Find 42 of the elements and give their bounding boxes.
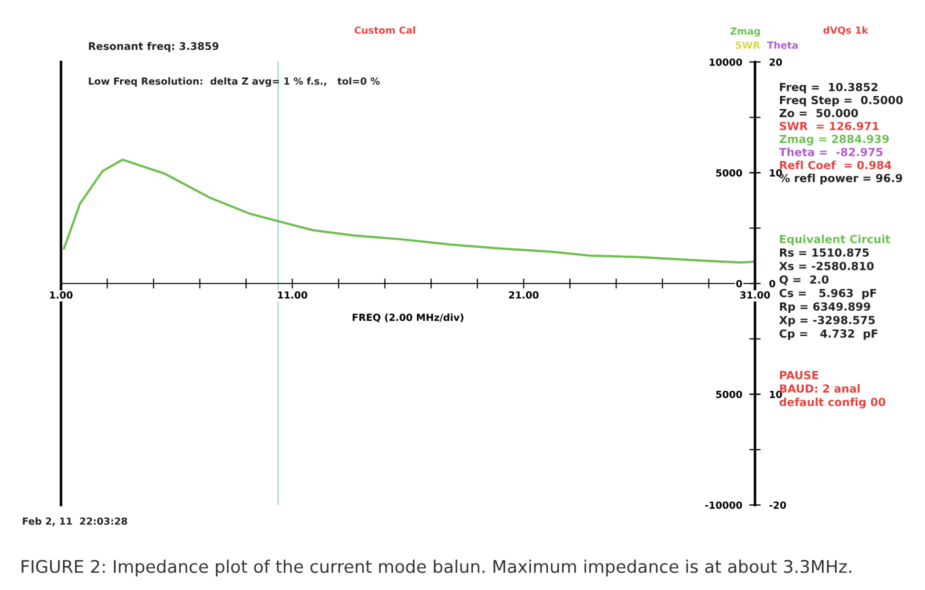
text: Resonant freq: 3.3859 bbox=[88, 42, 218, 52]
text: Freq = 10.3852 bbox=[780, 82, 878, 94]
annotation: Low Freq Resolution: delta Z avg= 1 % f.s., tol=0 % bbox=[88, 77, 380, 87]
text: Rp = 6349.899 bbox=[780, 302, 870, 313]
y2-tick-label: 10 bbox=[770, 390, 782, 398]
text: dVQs 1k bbox=[823, 26, 868, 36]
text: Xp = -3298.575 bbox=[779, 316, 875, 326]
y-tick-label: -10000 bbox=[705, 501, 742, 509]
caption: FIGURE 2: Impedance plot of the current mode balun. Maximum impedance is at about 3.3MHz. bbox=[22, 560, 852, 576]
text: Equivalent Circuit bbox=[780, 234, 890, 246]
x-tick-label: 11.00 bbox=[278, 291, 308, 299]
x-tick-label: 21.00 bbox=[509, 291, 539, 299]
x-axis-title: FREQ (2.00 MHz/div) bbox=[352, 314, 464, 322]
text: BAUD: 2 anal bbox=[780, 384, 860, 393]
y-tick-label: 5000 bbox=[716, 390, 742, 398]
text: Cs = 5.963 pF bbox=[780, 288, 876, 300]
line-series bbox=[62, 158, 755, 264]
text: Zmag bbox=[730, 28, 760, 37]
text: Freq Step = 0.5000 bbox=[780, 96, 903, 106]
text: Feb 2, 11 22:03:28 bbox=[22, 517, 128, 526]
y-tick-label: 5000 bbox=[716, 169, 742, 177]
text: Zmag = 2884.939 bbox=[780, 134, 889, 146]
y-tick-label: 10000 bbox=[710, 58, 742, 66]
text: Rs = 1510.875 bbox=[780, 248, 869, 257]
text: PAUSE bbox=[780, 370, 818, 380]
text: Theta = -82.975 bbox=[779, 148, 882, 156]
y2-tick-label: 0 bbox=[769, 280, 776, 288]
text: SWR bbox=[736, 41, 760, 49]
y2-tick-label: 20 bbox=[770, 58, 782, 66]
text: Xs = -2580.810 bbox=[779, 262, 874, 270]
y-tick-label: 0 bbox=[736, 280, 742, 288]
text: Zo = 50.000 bbox=[780, 108, 858, 118]
text: Theta bbox=[767, 41, 798, 49]
text: default config 00 bbox=[780, 398, 886, 408]
x-tick-label: 1.00 bbox=[50, 291, 73, 299]
text: Custom Cal bbox=[354, 26, 416, 34]
text: Cp = 4.732 pF bbox=[780, 329, 878, 340]
x-tick-label: 31.00 bbox=[740, 291, 770, 299]
text: Q = 2.0 bbox=[780, 275, 829, 286]
text: SWR = 126.971 bbox=[780, 122, 879, 130]
y2-tick-label: -20 bbox=[769, 501, 786, 509]
text: Refl Coef = 0.984 bbox=[780, 160, 892, 170]
